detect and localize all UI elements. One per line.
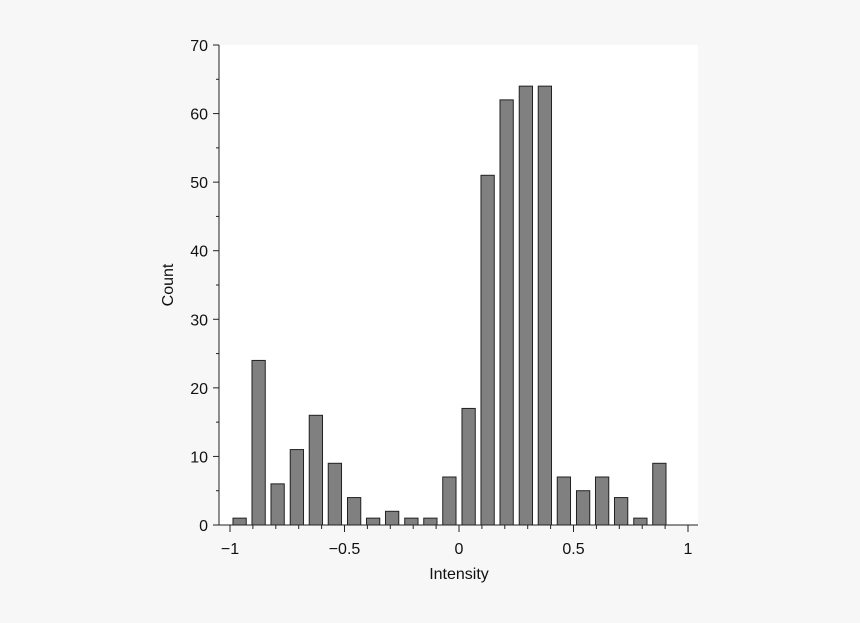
histogram-bar bbox=[652, 462, 667, 526]
histogram-bar bbox=[594, 476, 610, 526]
plot-area bbox=[219, 45, 698, 525]
histogram-bar bbox=[633, 517, 648, 526]
x-tick-label: 0 bbox=[455, 541, 464, 558]
histogram-bar bbox=[575, 490, 591, 526]
histogram-bar bbox=[518, 85, 534, 526]
y-tick-label: 70 bbox=[190, 38, 208, 55]
x-tick-label: 1 bbox=[684, 541, 693, 558]
x-tick-label: −0.5 bbox=[329, 541, 361, 558]
histogram-bar bbox=[423, 517, 438, 526]
x-tick-label: −1 bbox=[221, 541, 239, 558]
histogram-bar bbox=[480, 174, 495, 526]
histogram-bar bbox=[365, 517, 381, 526]
histogram-bar bbox=[327, 462, 343, 526]
histogram-bar bbox=[308, 414, 324, 526]
y-tick-label: 50 bbox=[190, 175, 208, 192]
histogram-bar bbox=[404, 517, 419, 526]
y-tick-label: 0 bbox=[199, 518, 208, 535]
histogram-bar bbox=[270, 483, 285, 526]
axes-group: 0 10 20 30 40 50 60 70 −1 −0.5 0 0.5 1 bbox=[190, 38, 698, 558]
histogram-bar bbox=[461, 407, 476, 526]
histogram-bar bbox=[556, 476, 572, 526]
histogram-bar bbox=[384, 510, 400, 526]
histogram-bar bbox=[289, 449, 305, 526]
histogram-bar bbox=[499, 99, 514, 526]
histogram-bar bbox=[232, 517, 247, 526]
y-tick-label: 30 bbox=[190, 312, 208, 329]
histogram-bar bbox=[346, 497, 362, 526]
histogram-bar bbox=[613, 497, 629, 526]
y-tick-label: 20 bbox=[190, 381, 208, 398]
y-tick-label: 40 bbox=[190, 244, 208, 261]
x-axis-title: Intensity bbox=[429, 566, 489, 583]
histogram-bar bbox=[537, 85, 553, 526]
y-tick-label: 60 bbox=[190, 107, 208, 124]
bars-group bbox=[232, 85, 667, 526]
y-axis-title: Count bbox=[160, 263, 177, 306]
y-tick-label: 10 bbox=[190, 449, 208, 466]
histogram-bar bbox=[251, 359, 266, 526]
histogram-bar bbox=[442, 476, 457, 526]
x-tick-label: 0.5 bbox=[562, 541, 584, 558]
